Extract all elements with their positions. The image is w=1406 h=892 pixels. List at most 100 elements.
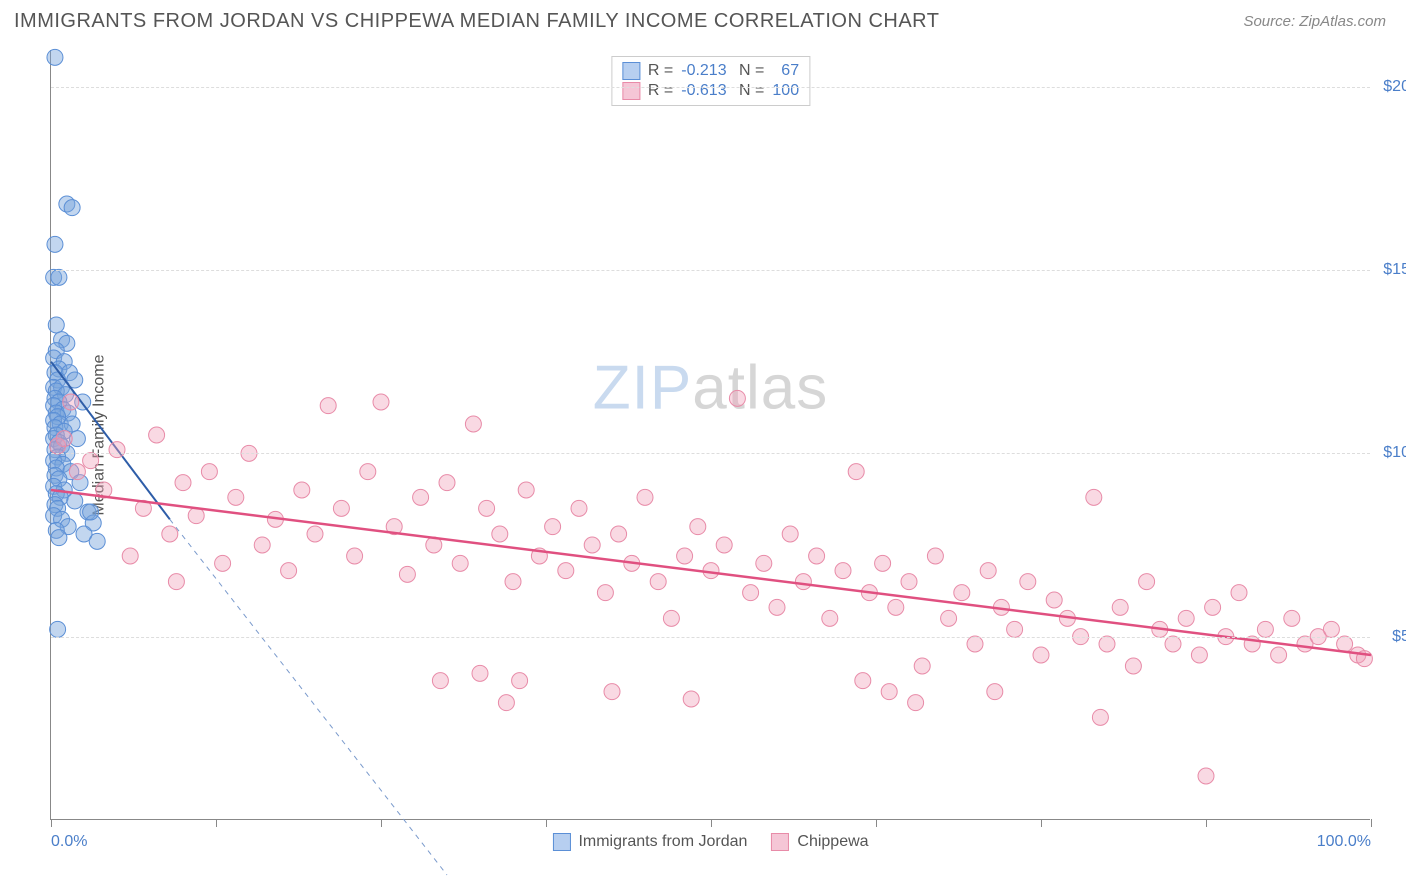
scatter-point [809,548,825,564]
scatter-point [452,555,468,571]
legend-row-series-1: R = -0.613 N = 100 [622,81,799,101]
legend-n-value-0: 67 [772,62,799,80]
scatter-point [941,610,957,626]
x-tick [876,819,877,827]
scatter-point [492,526,508,542]
scatter-point [215,555,231,571]
scatter-point [881,684,897,700]
gridline-h [51,87,1370,88]
legend-r-value-1: -0.613 [681,82,726,100]
scatter-point [465,416,481,432]
scatter-point [47,236,63,252]
scatter-point [1139,574,1155,590]
x-tick [1041,819,1042,827]
scatter-point [472,665,488,681]
scatter-point [228,489,244,505]
scatter-point [498,695,514,711]
x-tick [546,819,547,827]
scatter-point [822,610,838,626]
scatter-point [505,574,521,590]
scatter-plot-svg [51,50,1370,819]
scatter-point [637,489,653,505]
swatch-bottom-0 [552,833,570,851]
scatter-point [360,464,376,480]
scatter-point [558,563,574,579]
scatter-point [901,574,917,590]
legend-n-label: N = [735,62,765,80]
correlation-legend: R = -0.213 N = 67 R = -0.613 N = 100 [611,56,810,106]
swatch-series-0 [622,62,640,80]
x-tick [381,819,382,827]
scatter-point [69,464,85,480]
gridline-h [51,637,1370,638]
scatter-point [1046,592,1062,608]
scatter-point [782,526,798,542]
chart-title: IMMIGRANTS FROM JORDAN VS CHIPPEWA MEDIA… [14,10,939,33]
scatter-point [83,453,99,469]
scatter-point [729,390,745,406]
scatter-point [320,398,336,414]
legend-label-0: Immigrants from Jordan [578,833,747,851]
scatter-point [855,673,871,689]
scatter-point [1191,647,1207,663]
scatter-point [1323,621,1339,637]
x-tick [1371,819,1372,827]
scatter-point [743,585,759,601]
legend-item-series-1: Chippewa [771,833,868,851]
swatch-bottom-1 [771,833,789,851]
scatter-point [980,563,996,579]
legend-n-value-1: 100 [772,82,799,100]
scatter-point [663,610,679,626]
legend-label-1: Chippewa [797,833,868,851]
scatter-point [1125,658,1141,674]
scatter-point [927,548,943,564]
x-tick-label: 0.0% [51,833,87,851]
scatter-point [597,585,613,601]
scatter-point [1165,636,1181,652]
scatter-point [1112,599,1128,615]
scatter-point [51,530,67,546]
gridline-h [51,270,1370,271]
scatter-point [690,519,706,535]
legend-item-series-0: Immigrants from Jordan [552,833,747,851]
scatter-point [201,464,217,480]
legend-n-label: N = [735,82,765,100]
scatter-point [756,555,772,571]
chart-plot-area: Median Family Income ZIPatlas R = -0.213… [50,50,1370,820]
y-tick-label: $150,000 [1375,261,1406,279]
scatter-point [89,533,105,549]
scatter-point [479,500,495,516]
scatter-point [162,526,178,542]
x-tick [1206,819,1207,827]
scatter-point [109,442,125,458]
scatter-point [1198,768,1214,784]
scatter-point [1205,599,1221,615]
y-tick-label: $200,000 [1375,78,1406,96]
scatter-point [307,526,323,542]
scatter-point [439,475,455,491]
scatter-point [1007,621,1023,637]
x-tick [711,819,712,827]
scatter-point [432,673,448,689]
scatter-point [175,475,191,491]
scatter-point [64,200,80,216]
scatter-point [967,636,983,652]
x-tick [51,819,52,827]
scatter-point [512,673,528,689]
scatter-point [83,504,99,520]
scatter-point [294,482,310,498]
scatter-point [1092,709,1108,725]
scatter-point [1033,647,1049,663]
scatter-point [413,489,429,505]
scatter-point [683,691,699,707]
y-tick-label: $100,000 [1375,444,1406,462]
scatter-point [63,394,79,410]
scatter-point [584,537,600,553]
legend-r-label: R = [648,62,673,80]
series-legend: Immigrants from Jordan Chippewa [552,833,868,851]
scatter-point [67,493,83,509]
x-tick [216,819,217,827]
y-tick-label: $50,000 [1375,628,1406,646]
scatter-point [987,684,1003,700]
legend-r-value-0: -0.213 [681,62,726,80]
